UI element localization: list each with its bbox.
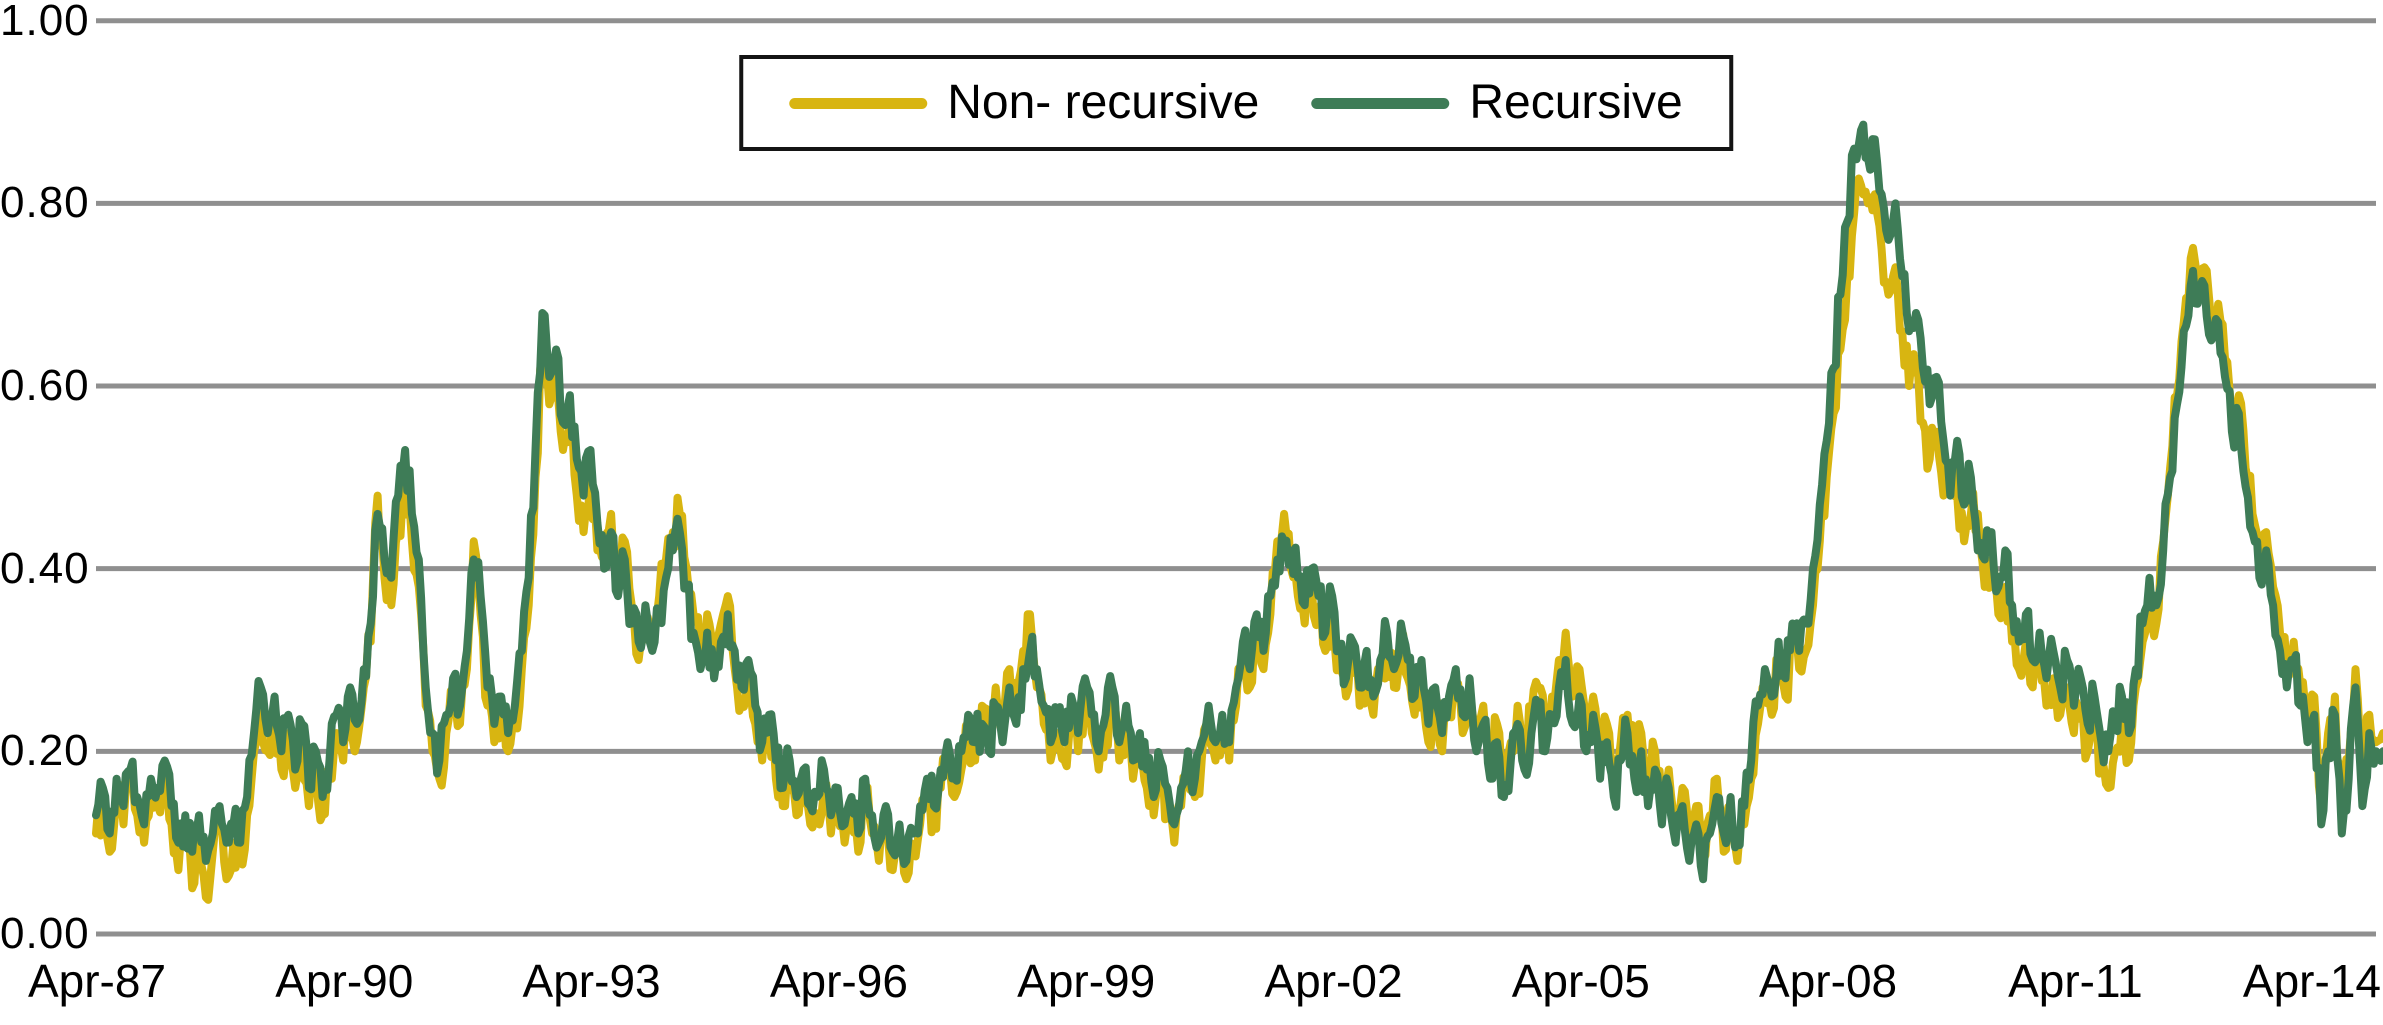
y-tick-label: 0.40 (0, 543, 90, 593)
legend-swatch-non-recursive-line (789, 97, 928, 109)
x-tick-label: Apr-05 (1511, 955, 1650, 1007)
x-tick-label: Apr-87 (27, 955, 167, 1007)
series-line-recursive (92, 120, 2383, 884)
x-tick-label: Apr-96 (769, 955, 908, 1007)
legend: Non- recursive Recursive (739, 55, 1733, 151)
y-tick-label: 0.00 (0, 909, 90, 958)
x-tick-label: Apr-99 (1017, 955, 1156, 1007)
legend-swatch-recursive-line (1311, 97, 1450, 109)
x-tick-label: Apr-11 (2008, 955, 2143, 1007)
y-tick-label: 1.00 (0, 0, 90, 45)
legend-item-recursive: Recursive (1311, 75, 1683, 131)
legend-label-non-recursive: Non- recursive (947, 76, 1260, 129)
x-tick-label: Apr-02 (1264, 955, 1403, 1007)
series-line-non-recursive (92, 174, 2383, 904)
legend-label-recursive: Recursive (1469, 76, 1683, 129)
legend-item-non-recursive: Non- recursive (789, 75, 1259, 131)
x-tick-label: Apr-08 (1759, 955, 1898, 1007)
x-tick-label: Apr-93 (522, 955, 661, 1007)
x-tick-label: Apr-14 (2242, 955, 2381, 1007)
y-tick-label: 0.60 (0, 361, 90, 411)
y-tick-label: 0.20 (0, 726, 90, 776)
x-tick-label: Apr-90 (275, 955, 414, 1007)
y-tick-label: 0.80 (0, 178, 90, 228)
